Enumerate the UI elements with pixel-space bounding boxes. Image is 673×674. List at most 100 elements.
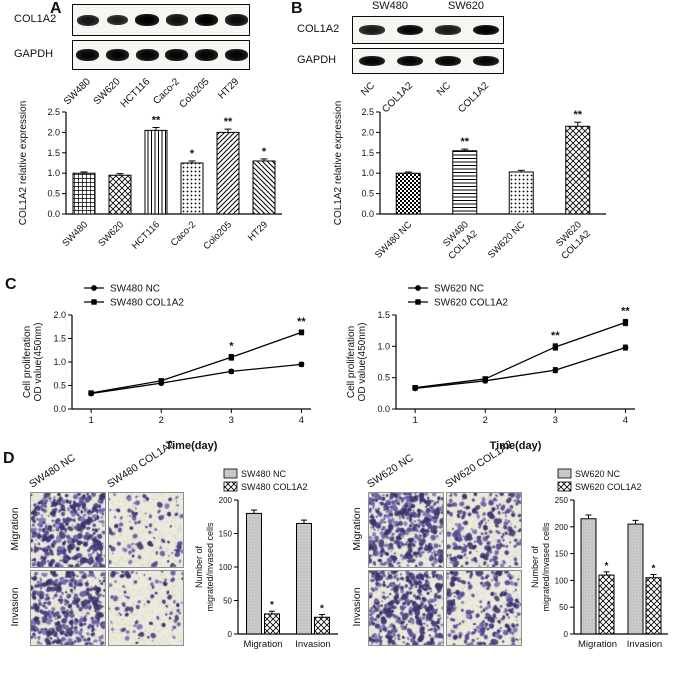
- y-tick-label: 1.5: [53, 334, 66, 344]
- blot-band: [135, 49, 159, 61]
- blot-row-label: COL1A2: [14, 13, 57, 25]
- y-tick-label: 2.5: [361, 107, 374, 117]
- panelC-right-line-svg: 0.0 0.5 1.0 1.5 Cell proliferation OD value(4…: [346, 284, 635, 452]
- row-label: Migration: [9, 507, 21, 550]
- x-tick-label: 1: [412, 415, 417, 426]
- square-marker: [622, 319, 629, 326]
- square-marker: [88, 390, 94, 396]
- significance-star: **: [224, 116, 233, 128]
- panel-label-d: D: [3, 450, 15, 467]
- micrograph-invasion-sw620-col1a2: [446, 570, 522, 646]
- x-tick-label: SW480 NC: [373, 219, 414, 260]
- series-line: [415, 321, 626, 389]
- significance-star: **: [460, 136, 469, 148]
- y-tick-label: 0.0: [53, 404, 66, 414]
- y-tick-label: 150: [555, 550, 569, 559]
- micro-row-labels: Migration Invasion: [9, 507, 21, 626]
- circle-marker: [622, 344, 629, 351]
- blot-band: [396, 55, 424, 67]
- x-tick-label: 4: [299, 415, 304, 426]
- significance-star: *: [262, 146, 267, 158]
- bar: [565, 125, 591, 215]
- y-tick-label: 0.5: [53, 381, 66, 391]
- blot-band: [434, 55, 462, 67]
- blot-band: [359, 25, 385, 35]
- y-tick-label: 0.5: [361, 189, 374, 199]
- bar: [296, 522, 312, 635]
- y-tick-label: 200: [219, 496, 233, 505]
- y-axis-label: Cell proliferation: [22, 326, 33, 398]
- bar: [252, 160, 276, 215]
- y-tick-label: 0: [228, 630, 233, 639]
- blot-strip: [352, 48, 504, 74]
- blot-band: [396, 24, 424, 36]
- panelD-left-bar-svg: 0 50 100 150 200 Number of migrated/invased ce…: [194, 468, 338, 650]
- legend-label: SW480 NC: [110, 284, 160, 295]
- column-label: SW620 NC: [365, 452, 416, 491]
- bar: [645, 577, 662, 635]
- y-axis-label: Number of: [530, 546, 540, 589]
- blot-band: [165, 49, 189, 61]
- blot-band: [224, 49, 248, 61]
- bar: [314, 616, 330, 635]
- y-tick-label: 0.0: [47, 209, 60, 219]
- square-marker: [158, 378, 164, 384]
- blot-band: [472, 24, 500, 36]
- y-tick-label: 0.5: [47, 189, 60, 199]
- blot-group-label: SW480: [371, 0, 409, 12]
- y-axis-label: migrated/invased cells: [541, 522, 551, 612]
- bar: [72, 172, 96, 215]
- y-tick-label: 100: [219, 563, 233, 572]
- panel-label-c: C: [5, 276, 17, 293]
- panel-c-left-line-chart: 0.0 0.5 1.0 1.5 2.0 Cell proliferation OD valu…: [20, 281, 325, 453]
- bar: [144, 129, 168, 215]
- significance-star: **: [551, 330, 560, 342]
- blot-group-label: SW620: [447, 0, 485, 12]
- significance-star: *: [190, 148, 195, 160]
- circle-marker: [228, 368, 235, 375]
- micro-row-labels: Migration Invasion: [351, 507, 363, 626]
- panel-c-right-line-chart: 0.0 0.5 1.0 1.5 Cell proliferation OD value(4…: [344, 281, 649, 453]
- y-tick-label: 50: [223, 597, 232, 606]
- y-axis-label: Cell proliferation: [346, 326, 357, 398]
- y-tick-label: 0.0: [377, 404, 390, 414]
- blot-band: [194, 49, 219, 61]
- blot-band: [224, 14, 248, 26]
- lane-label: NC: [435, 80, 453, 98]
- square-marker: [228, 354, 235, 360]
- y-tick-label: 200: [555, 523, 569, 532]
- significance-star: *: [652, 564, 656, 575]
- panel-label-a: A: [50, 0, 62, 17]
- row-label: Invasion: [351, 587, 363, 626]
- circle-marker: [552, 367, 559, 374]
- square-marker: [412, 384, 418, 391]
- blot-band: [358, 55, 386, 67]
- y-axis-label: migrated/invased cells: [205, 522, 215, 612]
- blot-strip: [352, 16, 504, 44]
- blot-row-label: GAPDH: [297, 54, 337, 66]
- x-tick-label: Invasion: [627, 639, 662, 650]
- x-tick-label: Invasion: [295, 639, 330, 650]
- significance-star: **: [152, 115, 161, 127]
- series-line: [91, 363, 302, 395]
- panel-b-bar-chart: 0.0 0.5 1.0 1.5 2.0 2.5 COL1A2 relative expres…: [330, 98, 622, 284]
- blot-strip: [72, 4, 250, 36]
- blot-row-label: GAPDH: [14, 48, 54, 60]
- bar: [598, 574, 615, 635]
- x-axis-label: Time(day): [166, 440, 218, 452]
- y-tick-label: 100: [555, 576, 569, 585]
- bar: [395, 172, 421, 215]
- bar: [452, 150, 478, 215]
- square-marker: [482, 376, 488, 382]
- circle-marker: [298, 361, 305, 368]
- circle-marker: [91, 285, 97, 291]
- x-tick-label: 2: [159, 415, 164, 426]
- micrograph-migration-sw620-nc: [368, 492, 444, 568]
- panel-d-left-bar-chart: 0 50 100 150 200 Number of migrated/invased ce…: [194, 466, 344, 672]
- blot-row-label: COL1A2: [297, 23, 340, 35]
- x-tick-label: Migration: [243, 639, 282, 650]
- legend-label: SW480 NC: [241, 469, 287, 479]
- square-marker: [415, 299, 421, 305]
- x-tick-label: SW480: [60, 219, 90, 249]
